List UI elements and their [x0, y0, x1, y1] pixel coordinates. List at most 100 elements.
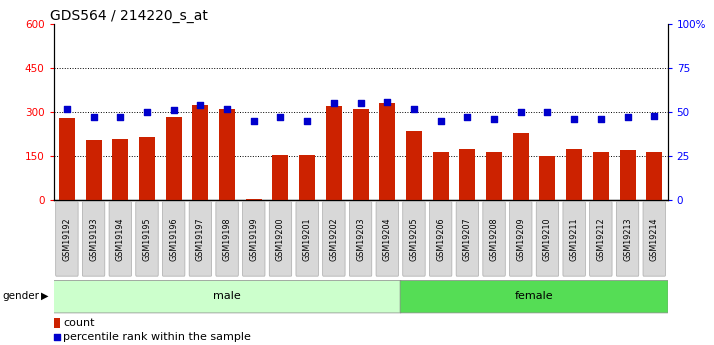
FancyBboxPatch shape [376, 201, 398, 276]
Bar [406, 131, 422, 200]
Text: GSM19197: GSM19197 [196, 217, 205, 261]
Bar [166, 117, 181, 200]
FancyBboxPatch shape [53, 280, 401, 313]
Bar [433, 152, 448, 200]
Point [301, 118, 313, 124]
Point [141, 109, 153, 115]
Text: GSM19199: GSM19199 [249, 217, 258, 261]
Text: female: female [515, 291, 553, 301]
FancyBboxPatch shape [643, 201, 665, 276]
Text: GSM19193: GSM19193 [89, 217, 98, 261]
Text: count: count [63, 318, 95, 328]
Point [435, 118, 446, 124]
Bar [273, 155, 288, 200]
Bar [59, 118, 75, 200]
Point [622, 115, 633, 120]
FancyBboxPatch shape [403, 201, 425, 276]
Text: GSM19198: GSM19198 [223, 217, 231, 261]
FancyBboxPatch shape [82, 201, 105, 276]
Point [248, 118, 259, 124]
FancyBboxPatch shape [163, 201, 185, 276]
Text: GSM19196: GSM19196 [169, 217, 178, 261]
FancyBboxPatch shape [563, 201, 585, 276]
Bar [299, 155, 315, 200]
FancyBboxPatch shape [616, 201, 639, 276]
Bar [540, 156, 555, 200]
Text: GSM19209: GSM19209 [516, 217, 526, 261]
FancyBboxPatch shape [536, 201, 558, 276]
Point [515, 109, 526, 115]
Text: percentile rank within the sample: percentile rank within the sample [63, 332, 251, 342]
Bar [646, 152, 663, 200]
Bar [486, 152, 502, 200]
FancyBboxPatch shape [269, 201, 292, 276]
Bar [379, 104, 396, 200]
Text: GSM19212: GSM19212 [596, 217, 605, 261]
Text: GSM19206: GSM19206 [436, 217, 445, 261]
Text: GSM19194: GSM19194 [116, 217, 125, 261]
Point [648, 113, 660, 118]
Bar [112, 139, 129, 200]
FancyBboxPatch shape [400, 280, 668, 313]
Point [195, 102, 206, 108]
FancyBboxPatch shape [590, 201, 612, 276]
FancyBboxPatch shape [296, 201, 318, 276]
Bar [54, 318, 60, 328]
Bar [459, 149, 476, 200]
Point [114, 115, 126, 120]
FancyBboxPatch shape [189, 201, 211, 276]
Text: GSM19208: GSM19208 [490, 217, 498, 261]
Point [381, 99, 393, 104]
Text: GSM19202: GSM19202 [329, 217, 338, 261]
Bar [353, 109, 368, 200]
FancyBboxPatch shape [429, 201, 452, 276]
Point [568, 116, 580, 122]
FancyBboxPatch shape [243, 201, 265, 276]
Bar [620, 150, 635, 200]
FancyBboxPatch shape [109, 201, 131, 276]
FancyBboxPatch shape [136, 201, 159, 276]
Bar [192, 105, 208, 200]
Bar [326, 106, 342, 200]
FancyBboxPatch shape [510, 201, 532, 276]
Bar [593, 152, 609, 200]
Text: GSM19203: GSM19203 [356, 217, 365, 261]
Text: GDS564 / 214220_s_at: GDS564 / 214220_s_at [51, 9, 208, 23]
Bar [139, 137, 155, 200]
Point [275, 115, 286, 120]
Bar [566, 149, 582, 200]
Point [355, 101, 366, 106]
Text: GSM19204: GSM19204 [383, 217, 392, 261]
Text: GSM19205: GSM19205 [409, 217, 418, 261]
Text: GSM19213: GSM19213 [623, 217, 632, 261]
Text: GSM19195: GSM19195 [143, 217, 151, 261]
Point [221, 106, 233, 111]
Point [542, 109, 553, 115]
Text: GSM19211: GSM19211 [570, 217, 578, 261]
Text: male: male [213, 291, 241, 301]
Point [168, 108, 179, 113]
FancyBboxPatch shape [216, 201, 238, 276]
Text: gender: gender [2, 291, 39, 301]
Text: GSM19201: GSM19201 [303, 217, 312, 261]
Point [88, 115, 99, 120]
FancyBboxPatch shape [56, 201, 78, 276]
Text: GSM19200: GSM19200 [276, 217, 285, 261]
Text: GSM19192: GSM19192 [62, 217, 71, 261]
Text: GSM19214: GSM19214 [650, 217, 659, 261]
Bar [513, 132, 529, 200]
FancyBboxPatch shape [483, 201, 506, 276]
Point [51, 334, 63, 340]
Point [462, 115, 473, 120]
Point [595, 116, 607, 122]
Text: GSM19207: GSM19207 [463, 217, 472, 261]
FancyBboxPatch shape [323, 201, 345, 276]
Text: ▶: ▶ [41, 291, 49, 301]
FancyBboxPatch shape [349, 201, 372, 276]
Point [328, 101, 340, 106]
Bar [86, 140, 101, 200]
Point [408, 106, 420, 111]
Point [488, 116, 500, 122]
Bar [219, 109, 235, 200]
Point [61, 106, 73, 111]
